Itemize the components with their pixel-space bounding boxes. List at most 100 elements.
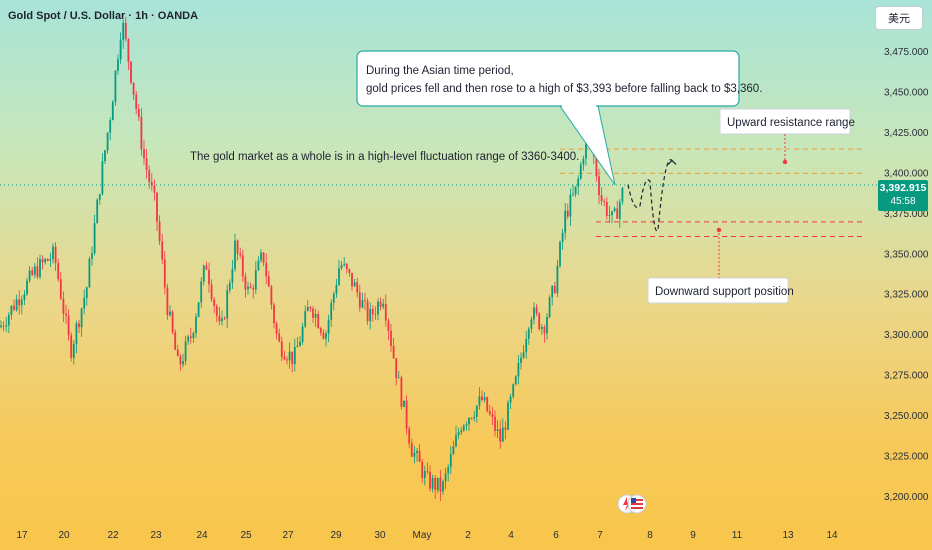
currency-button[interactable]: 美元 (875, 6, 923, 30)
candle (533, 302, 535, 325)
candle (49, 252, 52, 268)
candle (280, 336, 283, 362)
event-icons[interactable] (617, 494, 647, 514)
candle (299, 335, 301, 347)
candle (301, 322, 304, 345)
candle (548, 295, 551, 319)
candle (236, 239, 239, 261)
candle (187, 334, 190, 345)
candle (465, 421, 468, 431)
candle (93, 214, 96, 256)
candle (395, 357, 398, 386)
candle (426, 462, 429, 475)
candle (504, 421, 507, 440)
candle (26, 277, 28, 296)
candle (208, 262, 210, 293)
resistance-label-text: Upward resistance range (727, 117, 855, 129)
candle (44, 257, 47, 265)
x-tick-label: 22 (107, 530, 119, 541)
candle (213, 297, 216, 314)
candle (270, 284, 273, 310)
support-label: Downward support position (647, 227, 794, 304)
candle (223, 316, 226, 321)
candle (538, 312, 541, 331)
candle (351, 272, 353, 291)
candle (265, 253, 268, 285)
x-tick-label: 2 (465, 530, 471, 541)
candle (231, 260, 234, 289)
candle (215, 303, 218, 323)
bar-countdown: 45:58 (890, 196, 916, 207)
projection-line (627, 159, 673, 232)
candle (353, 279, 356, 287)
candle (83, 289, 86, 315)
candle (179, 354, 182, 371)
candle (15, 294, 18, 312)
candle (176, 344, 179, 357)
candle (405, 395, 408, 435)
candle (603, 198, 606, 207)
candle (153, 179, 156, 201)
candle (418, 444, 421, 463)
candle (23, 290, 26, 306)
x-axis: 17 20 22 23 24 25 27 29 30 May 2 4 6 7 8 9 11 13 14 (16, 530, 838, 541)
candle (189, 327, 192, 344)
candle (543, 324, 546, 343)
candle (332, 291, 335, 311)
candle (78, 319, 80, 333)
candle (488, 404, 491, 416)
range-annotation: The gold market as a whole is in a high-… (190, 151, 579, 163)
candle (122, 19, 125, 49)
candle (80, 307, 83, 337)
y-tick-label: 3,375.000 (884, 209, 929, 220)
candle (296, 337, 299, 348)
candle (520, 352, 522, 370)
candle (262, 252, 265, 267)
candle (39, 254, 41, 280)
candle (117, 54, 119, 75)
candle (400, 375, 403, 410)
candle (59, 271, 62, 301)
candle (403, 400, 405, 408)
candle (600, 187, 603, 206)
x-tick-label: 8 (647, 530, 653, 541)
candle (475, 405, 478, 423)
candle (572, 184, 574, 197)
x-tick-label: May (413, 530, 432, 541)
candle (124, 16, 127, 42)
candle (135, 90, 138, 115)
candle (343, 257, 346, 268)
candle (260, 249, 262, 263)
candle (535, 304, 538, 317)
current-price-tag: 3,392.915 45:58 (878, 180, 928, 211)
candle (319, 326, 322, 336)
candle (150, 172, 153, 191)
candle (494, 410, 496, 437)
candle (52, 243, 54, 264)
candle (88, 256, 91, 288)
candle (252, 284, 255, 299)
candle (174, 329, 177, 351)
candle (330, 299, 333, 327)
candle (293, 338, 296, 372)
candle (431, 474, 434, 493)
candle (410, 438, 413, 457)
candle (166, 283, 169, 320)
candle (434, 474, 437, 499)
candle (130, 60, 132, 85)
candle (496, 420, 499, 438)
candle (278, 328, 281, 343)
candle (481, 390, 483, 402)
candle (210, 279, 213, 303)
projection-path (627, 159, 677, 232)
candle (605, 197, 608, 220)
candle (218, 306, 221, 326)
candle (286, 356, 288, 365)
candle (530, 316, 533, 333)
chart-title: Gold Spot / U.S. Dollar · 1h · OANDA (8, 10, 198, 22)
candle (608, 205, 611, 223)
candle (509, 393, 512, 410)
candle (358, 284, 361, 312)
candle (257, 256, 260, 271)
